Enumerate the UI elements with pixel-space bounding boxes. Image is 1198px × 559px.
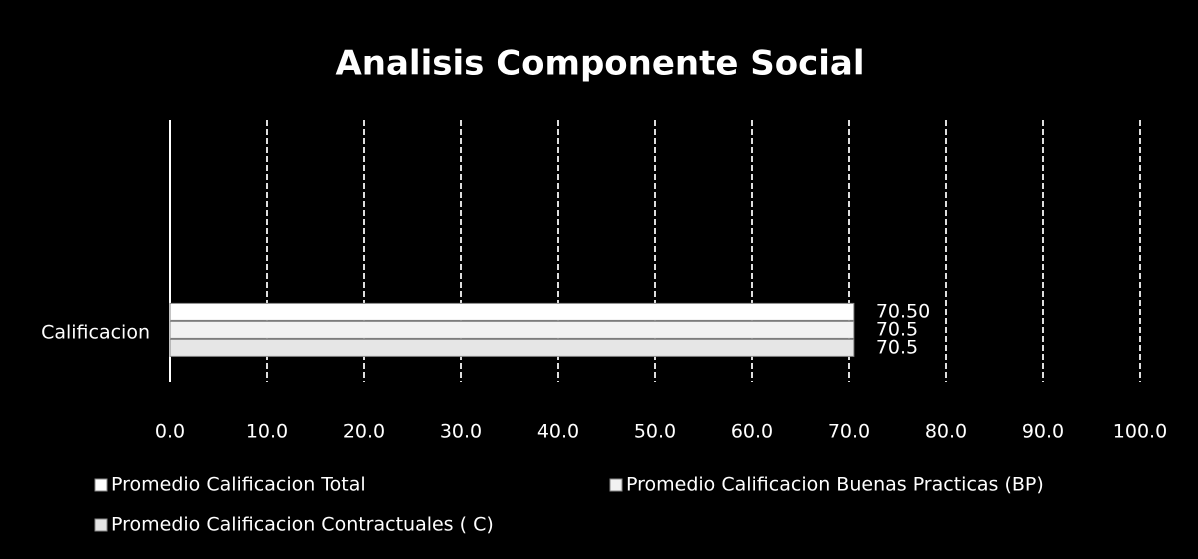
x-tick-label: 30.0 [440,421,482,443]
x-tick-label: 50.0 [634,421,676,443]
data-label: 70.50 [876,300,930,322]
x-tick-label: 90.0 [1022,421,1064,443]
data-label: 70.5 [876,336,918,358]
x-tick-label: 20.0 [343,421,385,443]
x-tick-label: 10.0 [246,421,288,443]
x-tick-label: 40.0 [537,421,579,443]
legend-swatch [94,518,108,532]
legend-swatch [94,478,108,492]
category-label: Calificacion [41,321,150,343]
chart-title: Analisis Componente Social [335,44,864,84]
bar [169,302,855,321]
x-tick-label: 70.0 [828,421,870,443]
legend-label: Promedio Calificacion Total [111,474,366,496]
x-tick-label: 60.0 [731,421,773,443]
legend-label: Promedio Calificacion Buenas Practicas (… [626,474,1044,496]
bar [169,338,855,357]
legend-label: Promedio Calificacion Contractuales ( C) [111,514,494,536]
x-tick-label: 0.0 [155,421,185,443]
x-tick-label: 100.0 [1113,421,1167,443]
data-label: 70.5 [876,318,918,340]
legend-swatch [609,478,623,492]
bar [169,320,855,339]
x-tick-label: 80.0 [925,421,967,443]
